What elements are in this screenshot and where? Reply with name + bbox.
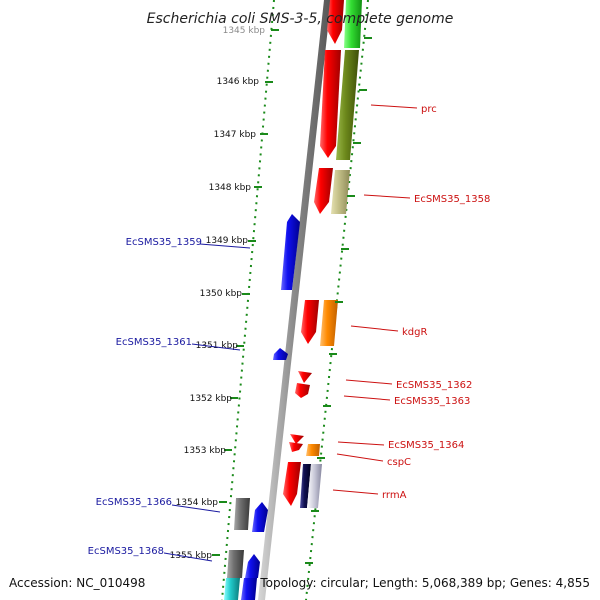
gene-label-EcSMS35_1366[interactable]: EcSMS35_1366 — [96, 497, 172, 508]
tick-marks — [212, 29, 279, 556]
leader-line-rrmA — [332, 489, 379, 495]
gene-red-rrmA-left[interactable] — [283, 462, 301, 506]
tick-label-1354: 1354 kbp — [176, 498, 219, 508]
gene-label-cspC[interactable]: cspC — [387, 457, 411, 468]
gene-EcSMS35_1364-a[interactable] — [290, 434, 304, 444]
tick-label-1350: 1350 kbp — [200, 289, 243, 299]
gene-label-rrmA[interactable]: rrmA — [382, 490, 407, 501]
tick-label-1352: 1352 kbp — [190, 394, 233, 404]
leader-line-EcSMS35_1363 — [343, 395, 391, 401]
leader-line-cspC — [336, 453, 384, 462]
gene-blue-1366-right[interactable] — [252, 502, 268, 532]
tick-label-1349: 1349 kbp — [206, 236, 249, 246]
tick-label-1355: 1355 kbp — [170, 551, 213, 561]
gene-blue-1368-right[interactable] — [245, 554, 260, 578]
gene-label-EcSMS35_1359[interactable]: EcSMS35_1359 — [126, 237, 202, 248]
topology-text: Topology: circular; Length: 5,068,389 bp… — [259, 576, 590, 590]
accession-text: Accession: NC_010498 — [9, 576, 145, 590]
gene-prc[interactable] — [336, 50, 359, 160]
tick-label-1348: 1348 kbp — [209, 183, 252, 193]
leader-line-kdgR — [350, 325, 399, 332]
genome-axis — [258, 0, 331, 600]
leader-line-prc — [370, 104, 418, 109]
leader-line-EcSMS35_1366 — [171, 504, 221, 513]
tick-label-1351: 1351 kbp — [196, 341, 239, 351]
gene-label-EcSMS35_1368[interactable]: EcSMS35_1368 — [88, 546, 164, 557]
leader-line-EcSMS35_1359 — [199, 243, 251, 249]
inner-dotted-track — [221, 0, 275, 600]
leader-line-EcSMS35_1364 — [337, 441, 385, 446]
gene-EcSMS35_1358[interactable] — [331, 170, 350, 214]
gene-EcSMS35_1361[interactable] — [273, 348, 288, 360]
gene-EcSMS35_1359[interactable] — [281, 214, 300, 290]
gene-cspC[interactable] — [306, 444, 320, 456]
left-gene-labels: EcSMS35_1359 EcSMS35_1361 EcSMS35_1366 E… — [88, 237, 251, 562]
gene-label-EcSMS35_1361[interactable]: EcSMS35_1361 — [116, 337, 192, 348]
right-gene-labels: prc EcSMS35_1358 kdgR EcSMS35_1362 EcSMS… — [332, 104, 490, 501]
gene-label-EcSMS35_1363[interactable]: EcSMS35_1363 — [394, 396, 470, 407]
gene-EcSMS35_1364-b[interactable] — [289, 442, 303, 452]
gene-EcSMS35_1362[interactable] — [298, 371, 312, 383]
leader-line-EcSMS35_1362 — [345, 379, 393, 385]
gene-label-prc[interactable]: prc — [421, 104, 437, 115]
gene-red-prc-left[interactable] — [320, 50, 341, 158]
tick-labels: 1345 kbp 1346 kbp 1347 kbp 1348 kbp 1349… — [170, 26, 266, 561]
gene-label-EcSMS35_1358[interactable]: EcSMS35_1358 — [414, 194, 490, 205]
leader-line-EcSMS35_1358 — [363, 194, 411, 199]
gene-blocks — [224, 0, 362, 600]
gene-red-1358-left[interactable] — [314, 168, 333, 214]
gene-label-EcSMS35_1362[interactable]: EcSMS35_1362 — [396, 380, 472, 391]
gene-silver[interactable] — [307, 464, 322, 508]
gene-label-EcSMS35_1364[interactable]: EcSMS35_1364 — [388, 440, 464, 451]
tick-label-1346: 1346 kbp — [217, 77, 260, 87]
tick-label-1345: 1345 kbp — [223, 26, 266, 36]
gene-red-kdgR-left[interactable] — [301, 300, 319, 344]
leader-line-EcSMS35_1368 — [163, 552, 213, 562]
gene-EcSMS35_1368[interactable] — [227, 550, 244, 578]
gene-blue-bottom[interactable] — [241, 578, 257, 600]
gene-EcSMS35_1363[interactable] — [295, 383, 310, 398]
outer-tick-marks — [305, 37, 372, 564]
gene-cyan[interactable] — [224, 578, 240, 600]
tick-label-1347: 1347 kbp — [214, 130, 257, 140]
tick-label-1353: 1353 kbp — [184, 446, 227, 456]
gene-rrmA[interactable] — [300, 464, 311, 508]
map-title: Escherichia coli SMS-3-5, complete genom… — [147, 11, 454, 27]
gene-kdgR[interactable] — [320, 300, 338, 346]
gene-EcSMS35_1366[interactable] — [234, 498, 250, 530]
gene-label-kdgR[interactable]: kdgR — [402, 327, 427, 338]
gene-top-red[interactable] — [327, 0, 344, 44]
gene-top-green[interactable] — [344, 0, 362, 48]
leader-line-EcSMS35_1361 — [191, 343, 241, 351]
